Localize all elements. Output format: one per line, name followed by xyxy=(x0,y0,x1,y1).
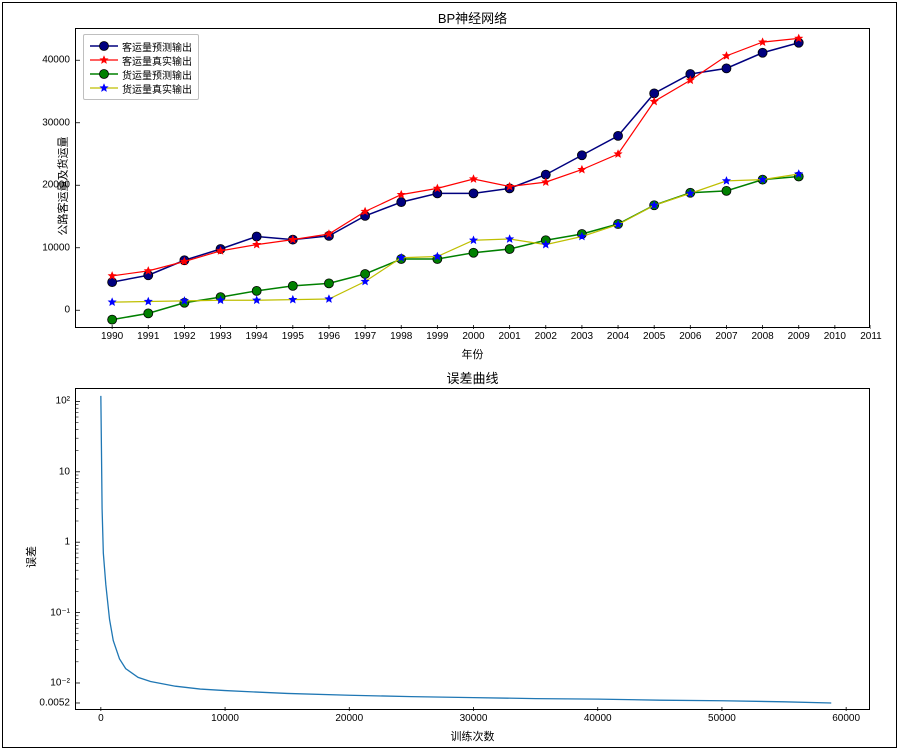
series-marker-freight_pred xyxy=(288,281,297,290)
series-marker-freight_pred xyxy=(505,245,514,254)
legend-label: 客运量预测输出 xyxy=(122,39,192,54)
bottom-chart-ylabel: 误差 xyxy=(23,546,39,568)
series-marker-passenger_true xyxy=(397,191,405,198)
top-chart-xtick-label: 1990 xyxy=(101,331,123,342)
top-chart-xtick-label: 2001 xyxy=(499,331,521,342)
figure: 1990 1991 1992 1993 1994 1995 1996 1997 1998 1999… xyxy=(0,0,899,750)
top-chart-xtick-label: 1999 xyxy=(426,331,448,342)
series-marker-freight_pred xyxy=(722,186,731,195)
bottom-chart-xtick-label: 50000 xyxy=(708,713,736,724)
bottom-chart-ytick-label: 10 xyxy=(59,466,70,477)
bottom-chart-xtick-label: 40000 xyxy=(584,713,612,724)
series-marker-freight_pred xyxy=(324,279,333,288)
series-marker-passenger_pred xyxy=(397,198,406,207)
bottom-chart-xtick-label: 0 xyxy=(98,713,104,724)
top-chart-xtick-label: 2009 xyxy=(788,331,810,342)
series-marker-freight_pred xyxy=(252,286,261,295)
series-marker-passenger_pred xyxy=(650,89,659,98)
series-marker-freight_true xyxy=(723,177,731,184)
series-marker-passenger_pred xyxy=(577,151,586,160)
series-line-passenger_pred xyxy=(112,43,799,282)
series-marker-passenger_pred xyxy=(758,48,767,57)
series-marker-passenger_true xyxy=(650,98,658,105)
top-chart-xtick-label: 2002 xyxy=(535,331,557,342)
series-marker-freight_true xyxy=(253,296,261,303)
bottom-chart-title: 误差曲线 xyxy=(75,368,870,387)
series-marker-freight_true xyxy=(506,235,514,242)
series-marker-freight_pred xyxy=(469,248,478,257)
top-chart-xtick-label: 1991 xyxy=(137,331,159,342)
top-chart-xtick-label: 2007 xyxy=(715,331,737,342)
top-chart-xtick-label: 2006 xyxy=(679,331,701,342)
series-marker-passenger_true xyxy=(253,241,261,248)
series-marker-freight_pred xyxy=(144,309,153,318)
series-marker-passenger_true xyxy=(759,38,767,45)
bottom-chart-ytick-label: 1 xyxy=(64,537,70,548)
top-chart-ytick-label: 40000 xyxy=(42,55,70,66)
legend-row: 货运量真实输出 xyxy=(90,81,192,95)
top-chart-xtick-label: 1997 xyxy=(354,331,376,342)
series-line-passenger_true xyxy=(112,38,799,276)
bottom-chart-xtick-label: 60000 xyxy=(832,713,860,724)
top-chart-xtick-label: 1994 xyxy=(246,331,268,342)
top-chart-panel: 1990199119921993199419951996199719981999… xyxy=(75,28,870,328)
series-marker-freight_true xyxy=(325,295,333,302)
series-marker-passenger_true xyxy=(470,175,478,182)
series-marker-freight_true xyxy=(289,296,297,303)
top-chart-xtick-label: 2003 xyxy=(571,331,593,342)
top-chart-xtick-label: 1998 xyxy=(390,331,412,342)
series-marker-freight_true xyxy=(108,298,116,305)
series-marker-passenger_pred xyxy=(252,232,261,241)
top-chart-xlabel: 年份 xyxy=(75,346,870,362)
top-chart-xtick-label: 2005 xyxy=(643,331,665,342)
top-chart-xtick-label: 2008 xyxy=(751,331,773,342)
top-chart-xtick-label: 1996 xyxy=(318,331,340,342)
legend-label: 客运量真实输出 xyxy=(122,53,192,68)
error-curve-line xyxy=(101,396,831,703)
legend-row: 客运量预测输出 xyxy=(90,39,192,53)
top-chart-legend: 客运量预测输出客运量真实输出货运量预测输出货运量真实输出 xyxy=(83,34,199,100)
series-marker-passenger_true xyxy=(578,166,586,173)
top-chart-xtick-label: 2004 xyxy=(607,331,629,342)
bottom-chart-extra-ytick-label: 0.0052 xyxy=(39,697,70,708)
series-marker-passenger_true xyxy=(542,178,550,185)
bottom-chart-xtick-label: 30000 xyxy=(460,713,488,724)
series-marker-freight_true xyxy=(144,298,152,305)
top-chart-xtick-label: 1993 xyxy=(209,331,231,342)
top-chart-ylabel: 公路客运量及货运量 xyxy=(55,137,71,236)
bottom-chart-ytick-label: 10² xyxy=(56,396,70,407)
series-marker-freight_true xyxy=(470,236,478,243)
legend-swatch xyxy=(90,53,118,67)
legend-swatch xyxy=(90,67,118,81)
legend-row: 货运量预测输出 xyxy=(90,67,192,81)
bottom-chart-ytick-label: 10⁻² xyxy=(50,677,70,688)
bottom-chart-svg xyxy=(76,389,871,711)
top-chart-xtick-label: 1995 xyxy=(282,331,304,342)
bottom-chart-panel: 010000200003000040000500006000010⁻²10⁻¹1… xyxy=(75,388,870,710)
legend-swatch xyxy=(90,39,118,53)
top-chart-xtick-label: 2010 xyxy=(824,331,846,342)
top-chart-xtick-label: 2011 xyxy=(860,331,882,342)
top-chart-xtick-label: 2000 xyxy=(462,331,484,342)
series-marker-passenger_pred xyxy=(614,131,623,140)
top-chart-ytick-label: 0 xyxy=(64,305,70,316)
top-chart-xtick-label: 1992 xyxy=(173,331,195,342)
series-marker-passenger_pred xyxy=(469,189,478,198)
series-marker-freight_pred xyxy=(108,315,117,324)
top-chart-ytick-label: 10000 xyxy=(42,242,70,253)
bottom-chart-ytick-label: 10⁻¹ xyxy=(50,607,70,618)
legend-label: 货运量真实输出 xyxy=(122,81,192,96)
series-marker-passenger_pred xyxy=(108,278,117,287)
bottom-chart-xlabel: 训练次数 xyxy=(75,728,870,744)
legend-label: 货运量预测输出 xyxy=(122,67,192,82)
legend-swatch xyxy=(90,81,118,95)
bottom-chart-xtick-label: 10000 xyxy=(211,713,239,724)
legend-row: 客运量真实输出 xyxy=(90,53,192,67)
series-marker-freight_true xyxy=(361,278,369,285)
top-chart-title: BP神经网络 xyxy=(75,8,870,27)
top-chart-ytick-label: 30000 xyxy=(42,117,70,128)
bottom-chart-xtick-label: 20000 xyxy=(335,713,363,724)
series-marker-passenger_pred xyxy=(722,64,731,73)
